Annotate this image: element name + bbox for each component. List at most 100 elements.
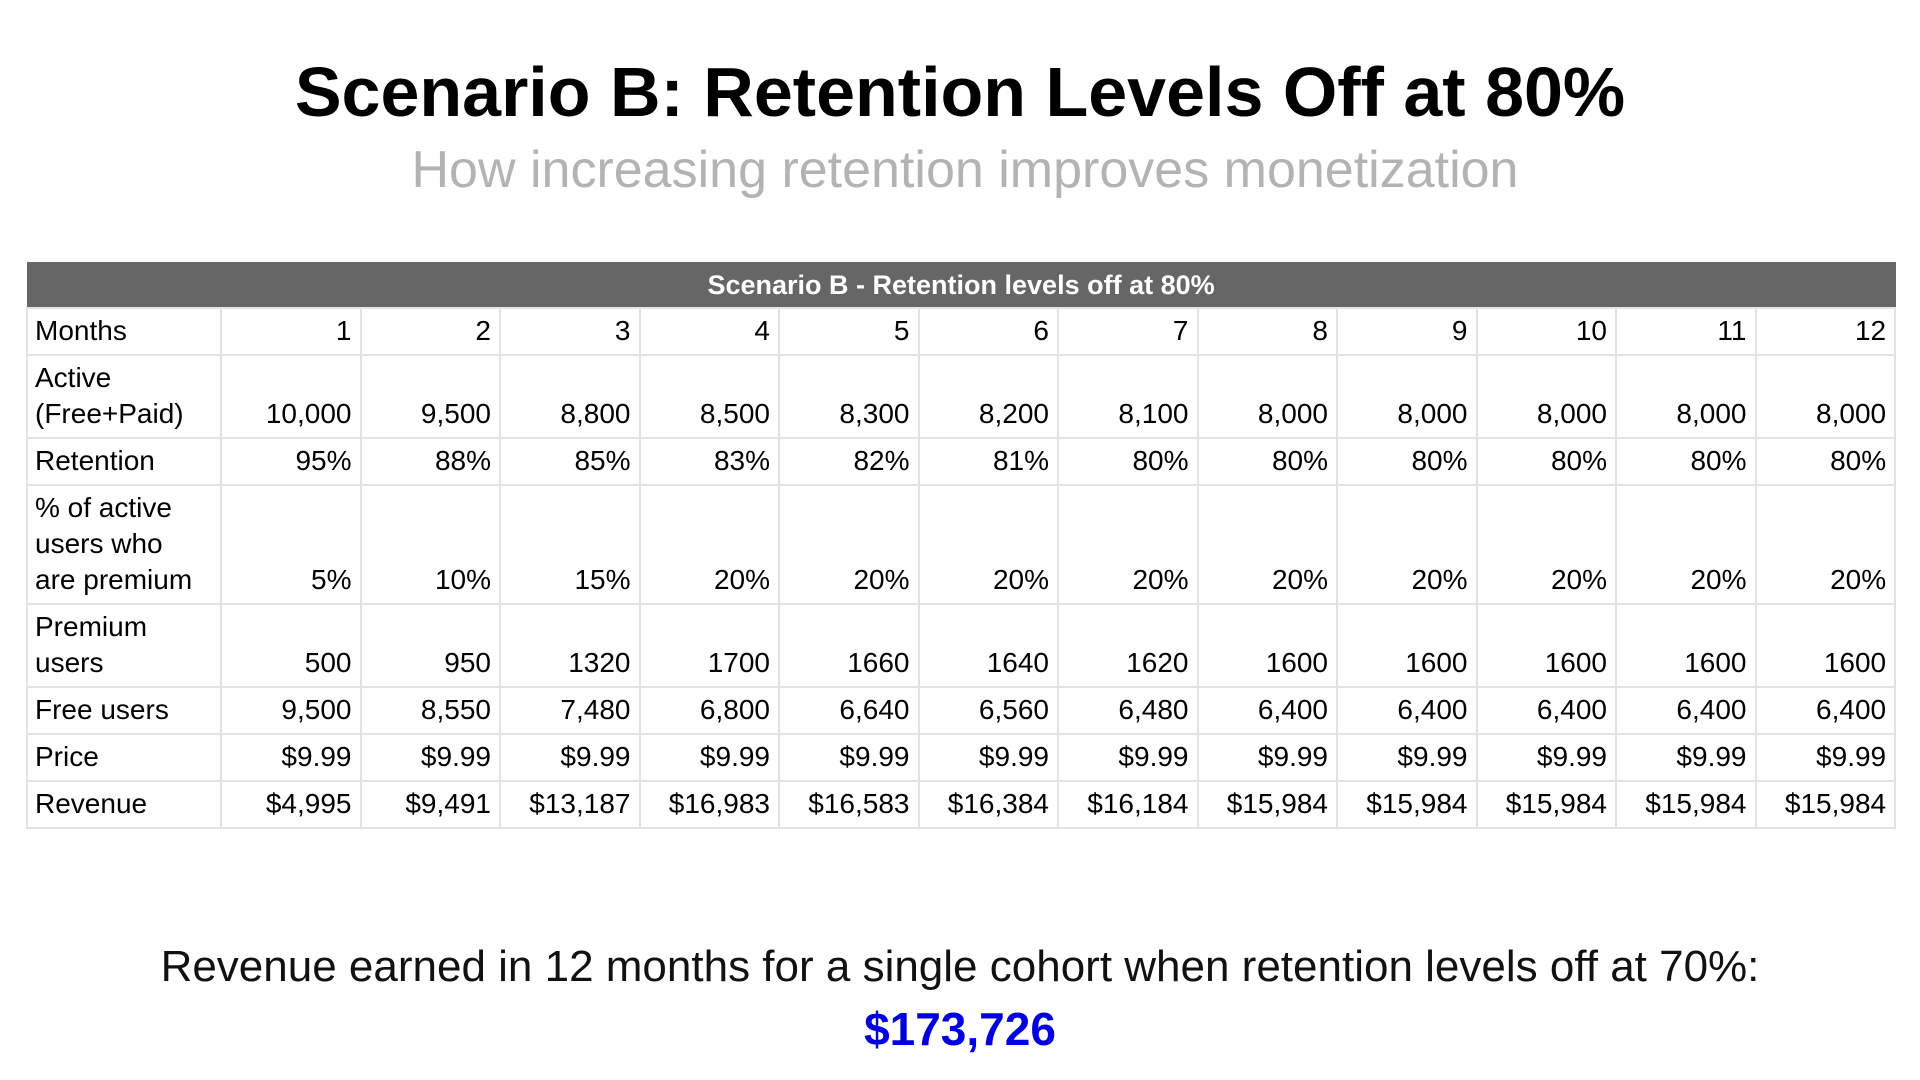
table-cell: 20%: [1615, 484, 1757, 605]
table-cell: 6,400: [1754, 686, 1897, 735]
table-cell: $16,583: [778, 780, 920, 829]
table-cell: $15,984: [1475, 780, 1617, 829]
table-cell: 8,800: [499, 354, 641, 439]
table-row: % of active users who are premium 5% 10% 15…: [26, 484, 1897, 605]
table-cell: $9,491: [359, 780, 501, 829]
table-cell: $9.99: [499, 733, 641, 782]
table-cell: 20%: [638, 484, 780, 605]
scenario-table-container: Scenario B - Retention levels off at 80%…: [26, 262, 1897, 829]
table-cell: 15%: [499, 484, 641, 605]
table-cell: 8,300: [778, 354, 920, 439]
table-cell: 8,100: [1057, 354, 1199, 439]
table-cell: 6: [917, 307, 1059, 356]
table-cell: $16,184: [1057, 780, 1199, 829]
table-cell: 11: [1615, 307, 1757, 356]
table-row: Active (Free+Paid) 10,000 9,500 8,800 8,500 8…: [26, 354, 1897, 439]
table-cell: 8,000: [1475, 354, 1617, 439]
table-cell: 6,640: [778, 686, 920, 735]
table-cell: 6,400: [1615, 686, 1757, 735]
table-cell: 10,000: [220, 354, 362, 439]
table-cell: $15,984: [1196, 780, 1338, 829]
table-cell: $9.99: [1475, 733, 1617, 782]
table-cell: 1700: [638, 603, 780, 688]
table-cell: 9,500: [220, 686, 362, 735]
table-cell: 1600: [1336, 603, 1478, 688]
table-cell: 20%: [1475, 484, 1617, 605]
table-row: Free users 9,500 8,550 7,480 6,800 6,640 6,560…: [26, 686, 1897, 735]
table-cell: 80%: [1475, 437, 1617, 486]
table-cell: 1600: [1615, 603, 1757, 688]
table-cell: 6,400: [1196, 686, 1338, 735]
table-cell: 1620: [1057, 603, 1199, 688]
row-label: Active (Free+Paid): [26, 354, 222, 439]
table-cell: $9.99: [778, 733, 920, 782]
table-cell: 20%: [917, 484, 1059, 605]
table-cell: $9.99: [220, 733, 362, 782]
table-cell: 20%: [1196, 484, 1338, 605]
table-cell: 20%: [778, 484, 920, 605]
table-cell: 82%: [778, 437, 920, 486]
row-label: Premium users: [26, 603, 222, 688]
table-cell: 12: [1754, 307, 1897, 356]
table-row: Months 1 2 3 4 5 6 7 8 9 10 11 12: [26, 307, 1897, 356]
table-cell: 6,400: [1475, 686, 1617, 735]
table-cell: $9.99: [1057, 733, 1199, 782]
table-cell: 1600: [1196, 603, 1338, 688]
table-cell: 10%: [359, 484, 501, 605]
table-cell: $4,995: [220, 780, 362, 829]
table-cell: 1320: [499, 603, 641, 688]
table-cell: 6,400: [1336, 686, 1478, 735]
table-cell: 10: [1475, 307, 1617, 356]
table-cell: 8,000: [1196, 354, 1338, 439]
table-cell: 80%: [1754, 437, 1897, 486]
table-cell: 80%: [1336, 437, 1478, 486]
total-revenue: $173,726: [864, 1003, 1056, 1055]
table-cell: $16,983: [638, 780, 780, 829]
table-cell: $9.99: [359, 733, 501, 782]
table-cell: 80%: [1057, 437, 1199, 486]
row-label: Retention: [26, 437, 222, 486]
row-label: Months: [26, 307, 222, 356]
table-cell: 8,000: [1754, 354, 1897, 439]
table-cell: $13,187: [499, 780, 641, 829]
table-row: Price $9.99 $9.99 $9.99 $9.99 $9.99 $9.99 $9.99…: [26, 733, 1897, 782]
table-cell: $9.99: [1336, 733, 1478, 782]
table-row: Premium users 500 950 1320 1700 1660 1640 1620 1…: [26, 603, 1897, 688]
table-cell: 83%: [638, 437, 780, 486]
table-cell: 8,500: [638, 354, 780, 439]
table-cell: 9,500: [359, 354, 501, 439]
table-row: Revenue $4,995 $9,491 $13,187 $16,983 $16,583…: [26, 780, 1897, 829]
table-cell: 80%: [1196, 437, 1338, 486]
table-cell: 7,480: [499, 686, 641, 735]
table-cell: 8,200: [917, 354, 1059, 439]
table-cell: 85%: [499, 437, 641, 486]
row-label: Free users: [26, 686, 222, 735]
table-cell: $9.99: [917, 733, 1059, 782]
table-body: Months 1 2 3 4 5 6 7 8 9 10 11 12 Active (Free+Paid) 1…: [26, 307, 1897, 829]
slide-subtitle: How increasing retention improves moneti…: [411, 141, 1519, 199]
table-banner: Scenario B - Retention levels off at 80%: [26, 262, 1896, 309]
table-cell: 5%: [220, 484, 362, 605]
table-cell: $9.99: [638, 733, 780, 782]
table-cell: $9.99: [1615, 733, 1757, 782]
table-cell: 2: [359, 307, 501, 356]
table-cell: 9: [1336, 307, 1478, 356]
table-cell: 8,000: [1615, 354, 1757, 439]
table-cell: 1: [220, 307, 362, 356]
row-label: Revenue: [26, 780, 222, 829]
table-row: Retention 95% 88% 85% 83% 82% 81% 80% 80% 80% 80% 8…: [26, 437, 1897, 486]
table-cell: 8,550: [359, 686, 501, 735]
footer-caption: Revenue earned in 12 months for a single…: [160, 942, 1760, 991]
table-cell: 6,800: [638, 686, 780, 735]
table-cell: 20%: [1754, 484, 1897, 605]
row-label: Price: [26, 733, 222, 782]
table-cell: 6,480: [1057, 686, 1199, 735]
table-cell: $15,984: [1615, 780, 1757, 829]
scenario-table: Scenario B - Retention levels off at 80%…: [26, 262, 1897, 829]
table-cell: 1600: [1475, 603, 1617, 688]
table-cell: 95%: [220, 437, 362, 486]
table-cell: 81%: [917, 437, 1059, 486]
table-cell: 20%: [1057, 484, 1199, 605]
table-cell: 1660: [778, 603, 920, 688]
table-cell: $15,984: [1336, 780, 1478, 829]
